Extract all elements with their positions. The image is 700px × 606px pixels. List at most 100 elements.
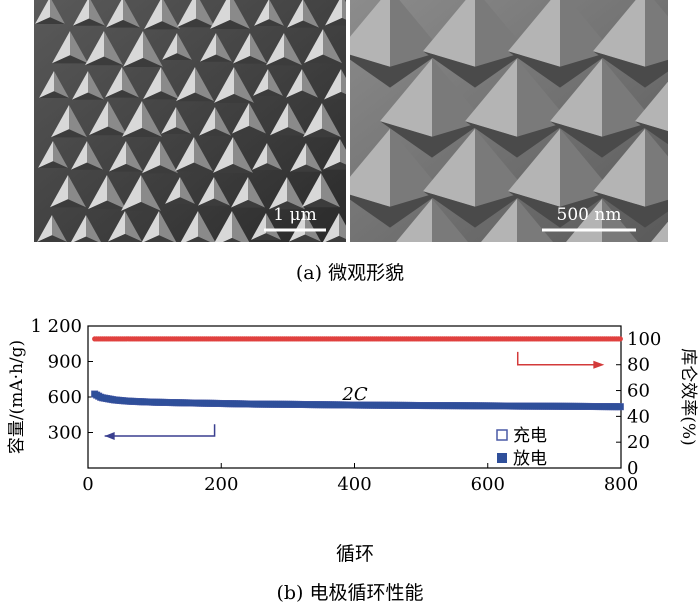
- x-tick-label: 400: [337, 474, 371, 495]
- pyramid-crystal: [162, 33, 192, 60]
- pyramid-crystal: [199, 107, 231, 136]
- pyramid-crystal: [481, 198, 553, 242]
- pyramid-crystal: [105, 67, 139, 98]
- discharge-point: [617, 403, 624, 410]
- caption-b: (b) 电极循环性能: [276, 582, 424, 604]
- legend-discharge-marker: [497, 453, 507, 463]
- sem-panel-right: 500 nm: [350, 0, 668, 242]
- x-tick-label: 0: [82, 474, 93, 495]
- pyramid-crystal: [289, 213, 321, 242]
- y-right-tick-label: 0: [627, 458, 638, 479]
- pyramid-crystal: [635, 81, 668, 145]
- y-left-tick-label: 300: [48, 423, 82, 444]
- pyramid-crystal: [122, 101, 162, 137]
- pyramid-crystal: [198, 177, 230, 206]
- pyramid-crystal: [175, 137, 213, 172]
- pyramid-crystal: [304, 29, 342, 64]
- pyramid-crystal: [286, 69, 318, 98]
- pyramid-crystal: [71, 141, 103, 170]
- scale-bar-right-label: 500 nm: [557, 205, 622, 225]
- legend-charge-label: 充电: [513, 426, 547, 446]
- pyramid-crystal: [161, 107, 191, 134]
- pyramid-crystal: [251, 213, 281, 240]
- pyramid-crystal: [52, 31, 88, 64]
- scale-bar-left-label: 1 μm: [273, 205, 316, 225]
- pyramid-crystal: [37, 215, 67, 242]
- sem-panel-left: 1 μm: [34, 0, 346, 242]
- pyramid-crystal: [214, 67, 254, 103]
- legend: 充电 放电: [496, 426, 547, 469]
- pyramid-crystal: [177, 0, 215, 28]
- pyramid-crystal: [423, 128, 527, 228]
- pyramid-crystal: [269, 177, 305, 210]
- x-tick-label: 200: [204, 474, 238, 495]
- pyramid-crystal: [141, 211, 177, 242]
- pyramid-crystal: [232, 103, 266, 134]
- y-left-tick-label: 900: [48, 352, 82, 373]
- pyramid-crystal: [73, 0, 105, 26]
- pyramid-crystal: [38, 141, 68, 168]
- pyramid-crystal: [287, 0, 319, 28]
- y-left-tick-label: 600: [48, 387, 82, 408]
- pyramid-crystal: [200, 33, 232, 62]
- y-right-tick-label: 80: [627, 355, 650, 376]
- annotation-2c: 2C: [341, 384, 367, 405]
- legend-discharge-label: 放电: [513, 449, 547, 469]
- pyramid-crystal: [51, 105, 87, 138]
- y-left-tick-label: 1 200: [30, 316, 82, 337]
- pyramid-crystal: [290, 143, 322, 172]
- left-axis-arrow: [104, 424, 216, 441]
- right-axis-arrow: [516, 351, 605, 369]
- pyramid-crystal: [266, 33, 302, 66]
- pyramid-crystal: [109, 141, 143, 172]
- pyramid-crystal: [108, 211, 142, 242]
- pyramid-crystal: [123, 31, 163, 67]
- pyramid-crystal: [180, 211, 216, 242]
- pyramid-crystal: [254, 0, 284, 26]
- pyramid-crystal: [85, 31, 123, 66]
- pyramid-crystal: [121, 175, 161, 211]
- pyramid-crystal: [165, 177, 195, 204]
- pyramid-crystal: [270, 103, 306, 136]
- pyramid-crystal: [233, 33, 267, 64]
- pyramid-crystal: [35, 0, 65, 24]
- pyramid-crystal: [72, 71, 104, 100]
- y-right-tick-label: 40: [627, 406, 650, 427]
- pyramid-crystal: [303, 103, 341, 138]
- pyramid-crystal: [89, 101, 127, 136]
- pyramid-crystal: [593, 0, 668, 88]
- pyramid-crystal: [302, 173, 340, 208]
- y-axis-left-label: 容量/(mA·h/g): [7, 340, 27, 454]
- x-tick-label: 800: [604, 474, 638, 495]
- pyramid-crystal: [214, 211, 250, 242]
- legend-charge-marker: [496, 429, 508, 441]
- pyramid-crystal: [88, 175, 126, 210]
- series-discharge: [91, 391, 624, 410]
- sem-micrographs: 1 μm 500 nm: [34, 0, 668, 242]
- pyramid-crystal: [106, 0, 140, 28]
- pyramid-crystal: [213, 137, 253, 173]
- pyramid-crystal: [143, 67, 179, 100]
- pyramid-crystal: [322, 213, 346, 242]
- x-tick-label: 600: [471, 474, 505, 495]
- pyramid-crystal: [325, 0, 346, 26]
- pyramid-crystal: [651, 221, 668, 242]
- pyramid-crystal: [210, 0, 250, 29]
- y-right-tick-label: 60: [627, 381, 650, 402]
- pyramid-crystal: [593, 128, 668, 228]
- pyramid-crystal: [231, 177, 265, 208]
- pyramid-crystal: [39, 71, 69, 98]
- pyramid-crystal: [550, 58, 654, 158]
- pyramid-crystal: [253, 69, 283, 96]
- y-right-tick-label: 100: [627, 329, 661, 350]
- x-axis-label: 循环: [336, 543, 374, 565]
- pyramid-crystal: [71, 215, 101, 242]
- series-coulombic-efficiency: [92, 336, 623, 342]
- pyramid-crystal: [176, 67, 214, 102]
- pyramid-crystal: [144, 0, 180, 30]
- caption-a: (a) 微观形貌: [295, 262, 405, 284]
- pyramid-crystal: [50, 175, 86, 208]
- y-right-tick-label: 20: [627, 432, 650, 453]
- y-axis-right-label: 库仑效率(%): [678, 348, 698, 445]
- efficiency-point: [617, 336, 623, 342]
